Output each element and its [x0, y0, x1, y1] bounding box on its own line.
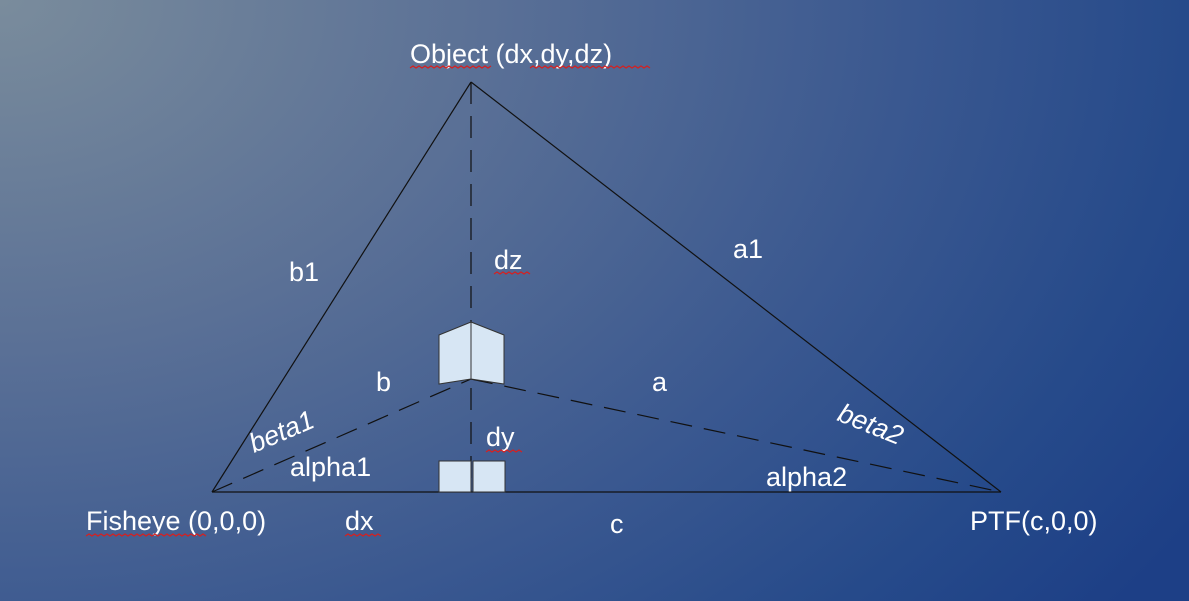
label-alpha2: alpha2 — [766, 462, 847, 492]
edge-b — [211, 378, 472, 493]
spellcheck-underline-dy — [485, 449, 523, 453]
label-a1: a1 — [733, 234, 763, 264]
label-ptf: PTF(c,0,0) — [970, 506, 1098, 536]
label-beta2: beta2 — [834, 398, 908, 451]
right-angle-marker-lower-left — [438, 460, 472, 493]
label-alpha1: alpha1 — [290, 452, 371, 482]
label-b1: b1 — [289, 257, 319, 287]
spellcheck-underline-dz — [493, 271, 531, 275]
edge-a1 — [470, 81, 1002, 493]
spellcheck-underline-object — [409, 65, 492, 69]
edge-a — [470, 378, 1002, 493]
edge-b1 — [211, 81, 472, 493]
label-b: b — [376, 367, 391, 397]
label-dz: dz — [494, 245, 523, 275]
spellcheck-underline-fisheye — [85, 533, 207, 537]
right-angle-marker-lower-right — [472, 460, 506, 493]
label-a: a — [652, 367, 668, 397]
label-dy: dy — [486, 422, 515, 452]
label-fisheye: Fisheye (0,0,0) — [86, 506, 266, 536]
label-object: Object (dx,dy,dz) — [410, 39, 612, 69]
right-angle-marker-upper-left — [438, 321, 472, 385]
right-angle-marker-upper-right — [470, 321, 505, 385]
label-c: c — [610, 509, 624, 539]
spellcheck-underline-dx — [344, 533, 382, 537]
spellcheck-underline-dxdydz — [529, 65, 651, 69]
label-dx: dx — [345, 506, 374, 536]
